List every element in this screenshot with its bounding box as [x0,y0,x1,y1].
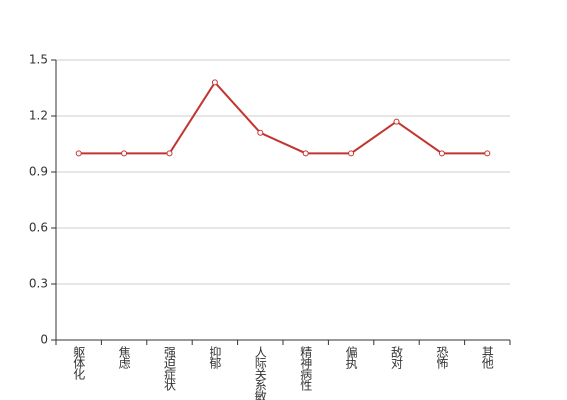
point [484,150,491,157]
point [348,150,355,157]
point [75,150,82,157]
y-tick-label: 1.5 [29,53,48,67]
point [438,150,445,157]
x-tick-label: 其他 [480,346,494,369]
point [166,150,173,157]
point [211,79,218,86]
x-tick-label: 躯体化 [72,345,86,381]
x-tick-label: 强迫症状 [163,346,177,391]
x-tick-label: 焦虑 [117,346,131,369]
point [121,150,128,157]
x-tick-label: 偏执 [344,345,358,370]
point [393,118,400,125]
y-tick-label: 0.6 [29,221,48,235]
x-tick-label: 恐怖 [435,346,449,369]
y-tick-label: 1.2 [29,109,48,123]
line [78,80,488,155]
point [257,129,264,136]
x-tick-label: 人际关系敏感 [253,346,267,400]
x-tick-label: 敌对 [390,345,404,369]
y-tick-label: 0.3 [29,277,48,291]
y-tick-label: 0 [40,333,48,347]
y-tick-label: 0.9 [29,165,48,179]
x-tick-label: 抑郁 [208,345,222,370]
x-tick-label: 精神病性 [299,346,313,392]
point [302,150,309,157]
